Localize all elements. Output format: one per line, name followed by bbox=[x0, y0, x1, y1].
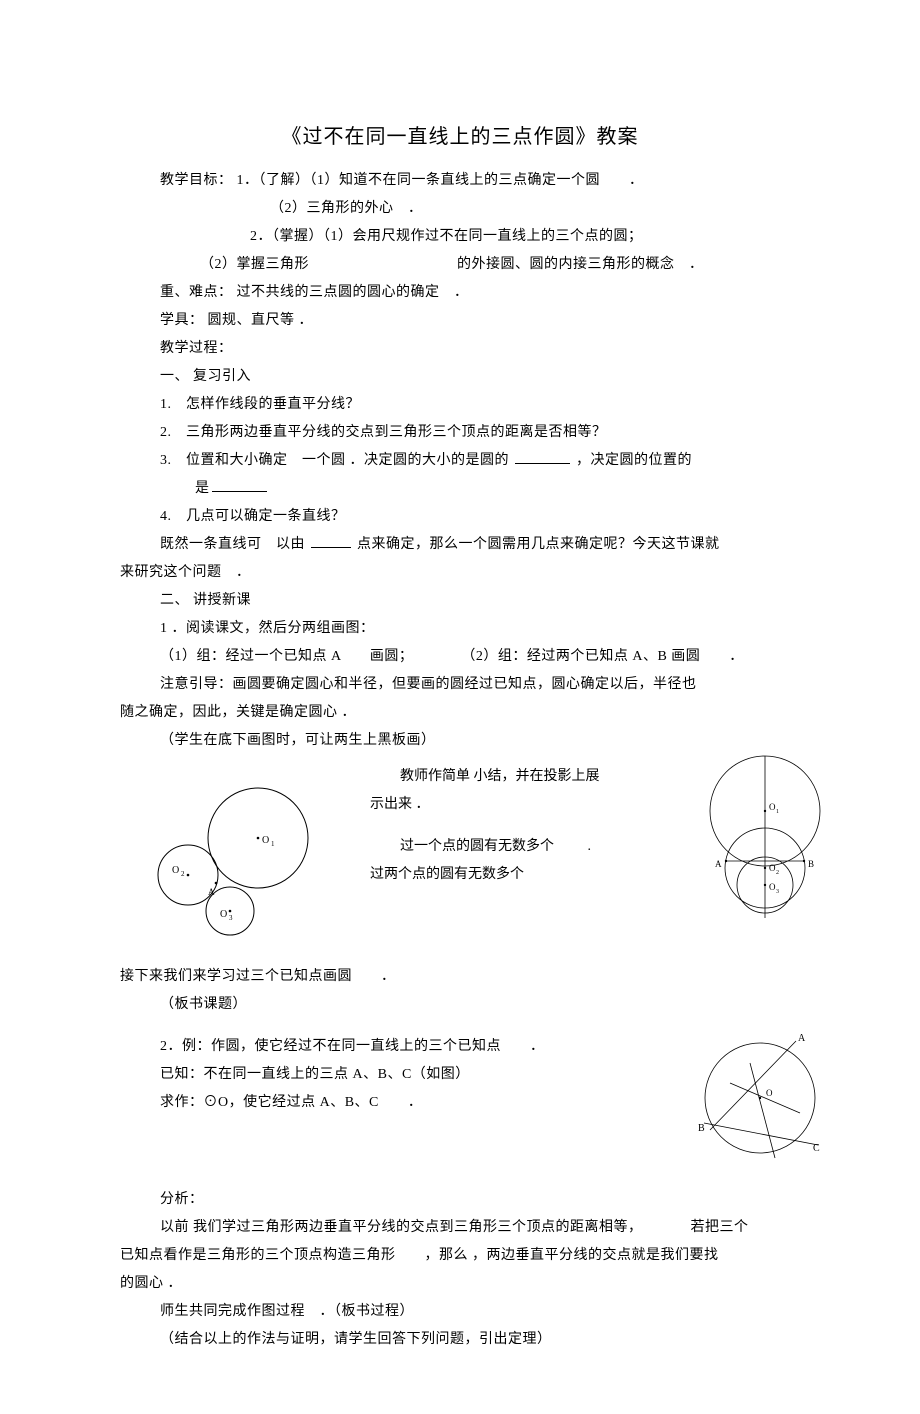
svg-text:C: C bbox=[813, 1143, 820, 1154]
intro-b: 点来确定，那么一个圆需用几点来确定呢？今天这节课就 bbox=[357, 537, 720, 552]
mid4: 过两个点的圆有无数多个 bbox=[370, 861, 630, 889]
fig1-o2s: 2 bbox=[181, 870, 185, 878]
goal1: 1．（了解）（1）知道不在同一条直线上的三点确定一个圆 ． bbox=[237, 173, 644, 188]
goal2b: （2）掌握三角形 的外接圆、圆的内接三角形的概念 ． bbox=[120, 251, 800, 279]
an1a: 以前 我们学过三角形两边垂直平分线的交点到三角形三个顶点的距离相等， bbox=[160, 1220, 643, 1235]
analysis1: 以前 我们学过三角形两边垂直平分线的交点到三角形三个顶点的距离相等， 若把三个 bbox=[120, 1214, 800, 1242]
mid1: 教师作简单 小结，并在投影上展 bbox=[370, 763, 630, 791]
process-label: 教学过程： bbox=[120, 335, 800, 363]
s2-1b: （2）组：经过两个已知点 A、B 画圆 ． bbox=[461, 649, 743, 664]
analysis3: 的圆心 ． bbox=[120, 1270, 800, 1298]
mid2: 示出来 ． bbox=[370, 791, 630, 819]
s2-1ab: （1）组：经过一个已知点 A 画圆； （2）组：经过两个已知点 A、B 画圆 ． bbox=[120, 643, 800, 671]
q3-blank1 bbox=[515, 449, 570, 464]
tools-line: 学具： 圆规、直尺等 ． bbox=[120, 307, 800, 335]
goal1b: （2）三角形的外心 ． bbox=[120, 195, 800, 223]
goals-line: 教学目标： 1．（了解）（1）知道不在同一条直线上的三点确定一个圆 ． bbox=[120, 167, 800, 195]
q3a: 3. 位置和大小确定 一个圆 ．决定圆的大小的是圆的 bbox=[160, 453, 509, 468]
goal2: 2．（掌握）（1）会用尺规作过不在同一直线上的三个点的圆； bbox=[120, 223, 800, 251]
next2: （板书课题） bbox=[120, 991, 800, 1019]
q2: 2. 三角形两边垂直平分线的交点到三角形三个顶点的距离是否相等？ bbox=[120, 419, 800, 447]
figure-one-point: O 1 O 2 O 3 A bbox=[150, 783, 330, 948]
q4: 4. 几点可以确定一条直线？ bbox=[120, 503, 800, 531]
analysis2: 已知点看作是三角形的三个顶点构造三角形 ，那么 ，两边垂直平分线的交点就是我们要… bbox=[120, 1242, 800, 1270]
s2-note1: 注意引导：画圆要确定圆心和半径，但要画的圆经过已知点，圆心确定以后，半径也 bbox=[120, 671, 800, 699]
sec2: 二、 讲授新课 bbox=[120, 587, 800, 615]
intro-c: 来研究这个问题 ． bbox=[120, 559, 800, 587]
svg-text:A: A bbox=[715, 859, 722, 869]
svg-text:O: O bbox=[766, 1088, 773, 1098]
s2-note1b: 随之确定，因此，关键是确定圆心 ． bbox=[120, 699, 800, 727]
difficulty-line: 重、难点： 过不共线的三点圆的圆心的确定 ． bbox=[120, 279, 800, 307]
fig1-o1s: 1 bbox=[271, 840, 275, 848]
svg-text:O: O bbox=[769, 802, 776, 812]
goals-label: 教学目标： bbox=[160, 173, 233, 188]
q3c: 是 bbox=[195, 481, 210, 496]
fig1-a: A bbox=[208, 887, 215, 897]
intro-blank bbox=[311, 533, 351, 548]
svg-text:O: O bbox=[769, 882, 776, 892]
mid-text-block: 教师作简单 小结，并在投影上展 示出来 ． 过一个点的圆有无数多个 . 过两个点… bbox=[370, 763, 630, 889]
s2-note2: （学生在底下画图时，可让两生上黑板画） bbox=[120, 727, 800, 755]
tools-text: 圆规、直尺等 ． bbox=[208, 313, 314, 328]
end2: （结合以上的作法与证明，请学生回答下列问题，引出定理） bbox=[120, 1326, 800, 1354]
an1b: 若把三个 bbox=[691, 1220, 749, 1235]
next1: 接下来我们来学习过三个已知点画圆 ． bbox=[120, 963, 800, 991]
mid3-text: 过一个点的圆有无数多个 bbox=[400, 839, 554, 854]
difficulty-label: 重、难点： bbox=[160, 285, 233, 300]
doc-title: 《过不在同一直线上的三点作圆》教案 bbox=[120, 120, 800, 149]
analysis-label: 分析： bbox=[120, 1186, 800, 1214]
svg-text:O: O bbox=[769, 863, 776, 873]
goal2b-post: 的外接圆、圆的内接三角形的概念 ． bbox=[457, 257, 704, 272]
q3: 3. 位置和大小确定 一个圆 ．决定圆的大小的是圆的 ，决定圆的位置的 bbox=[120, 447, 800, 475]
q3b: ，决定圆的位置的 bbox=[576, 453, 692, 468]
fig1-o3s: 3 bbox=[229, 914, 233, 922]
end1: 师生共同完成作图过程 ．（板书过程） bbox=[120, 1298, 800, 1326]
figure-two-points: O1 O2 O3 A B bbox=[680, 753, 850, 948]
s2-1: 1 ．阅读课文，然后分两组画图： bbox=[120, 615, 800, 643]
q3c-line: 是 bbox=[120, 475, 800, 503]
fig1-o3: O bbox=[220, 909, 227, 920]
q1: 1. 怎样作线段的垂直平分线？ bbox=[120, 391, 800, 419]
fig1-o2: O bbox=[172, 865, 179, 876]
intro-line: 既然一条直线可 以由 点来确定，那么一个圆需用几点来确定呢？今天这节课就 bbox=[120, 531, 800, 559]
svg-text:2: 2 bbox=[776, 870, 779, 876]
difficulty-text: 过不共线的三点圆的圆心的确定 ． bbox=[237, 285, 469, 300]
mid3: 过一个点的圆有无数多个 . bbox=[370, 833, 630, 861]
svg-text:1: 1 bbox=[776, 809, 779, 815]
an2a: 已知点看作是三角形的三个顶点构造三角形 ，那么 bbox=[120, 1248, 468, 1263]
svg-text:3: 3 bbox=[776, 889, 779, 895]
an2b: ，两边垂直平分线的交点就是我们要找 bbox=[472, 1248, 719, 1263]
fig1-o1: O bbox=[262, 835, 269, 846]
svg-text:B: B bbox=[808, 859, 814, 869]
q3-blank2 bbox=[212, 477, 267, 492]
s2-1a: （1）组：经过一个已知点 A 画圆； bbox=[160, 649, 413, 664]
svg-text:B: B bbox=[698, 1123, 705, 1134]
sec1: 一、 复习引入 bbox=[120, 363, 800, 391]
svg-text:A: A bbox=[798, 1033, 806, 1044]
figure-circumscribed: A B C O bbox=[680, 1023, 840, 1178]
goal2b-pre: （2）掌握三角形 bbox=[200, 257, 309, 272]
dot-icon: . bbox=[588, 839, 592, 854]
intro-a: 既然一条直线可 以由 bbox=[160, 537, 305, 552]
tools-label: 学具： bbox=[160, 313, 204, 328]
